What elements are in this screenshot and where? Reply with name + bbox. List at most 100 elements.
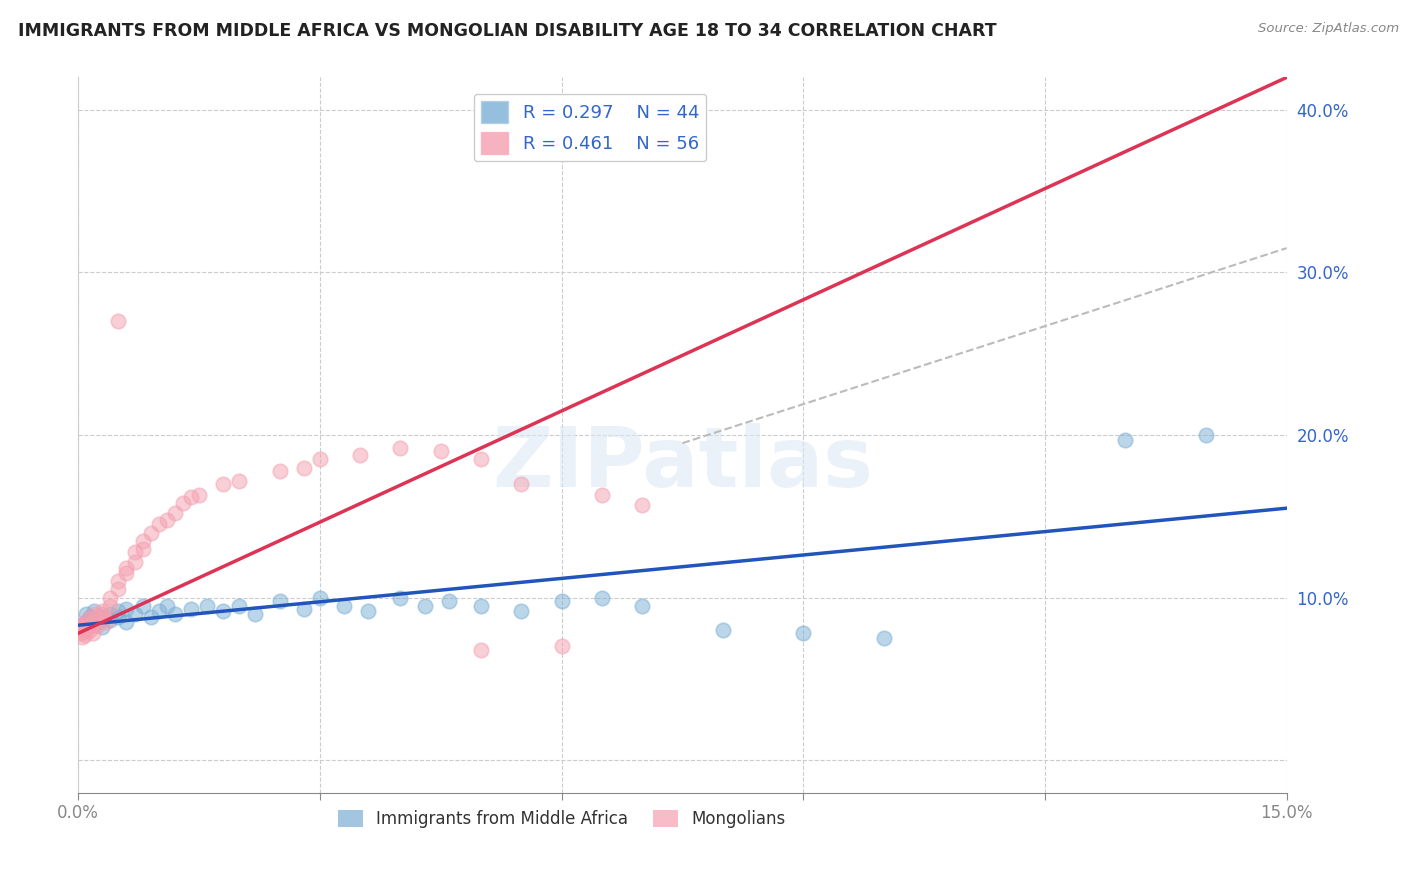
Point bbox=[470, 599, 492, 613]
Point bbox=[82, 626, 104, 640]
Point bbox=[195, 599, 218, 613]
Point bbox=[91, 604, 114, 618]
Point bbox=[180, 490, 202, 504]
Point bbox=[93, 610, 115, 624]
Point bbox=[83, 615, 105, 629]
Point bbox=[389, 591, 412, 605]
Point bbox=[148, 517, 170, 532]
Point bbox=[69, 623, 91, 637]
Point bbox=[156, 599, 179, 613]
Point bbox=[115, 602, 138, 616]
Point bbox=[292, 602, 315, 616]
Point bbox=[98, 599, 121, 613]
Point bbox=[77, 620, 100, 634]
Point bbox=[550, 594, 572, 608]
Point bbox=[269, 594, 291, 608]
Point bbox=[67, 618, 90, 632]
Text: IMMIGRANTS FROM MIDDLE AFRICA VS MONGOLIAN DISABILITY AGE 18 TO 34 CORRELATION C: IMMIGRANTS FROM MIDDLE AFRICA VS MONGOLI… bbox=[18, 22, 997, 40]
Point bbox=[510, 476, 533, 491]
Point bbox=[470, 642, 492, 657]
Point bbox=[333, 599, 356, 613]
Point bbox=[510, 604, 533, 618]
Point bbox=[79, 610, 101, 624]
Point bbox=[357, 604, 380, 618]
Point bbox=[711, 623, 734, 637]
Point bbox=[131, 599, 153, 613]
Point bbox=[96, 615, 118, 629]
Point bbox=[76, 612, 98, 626]
Point bbox=[83, 607, 105, 621]
Point bbox=[70, 626, 93, 640]
Point bbox=[139, 525, 162, 540]
Point bbox=[873, 632, 896, 646]
Point bbox=[98, 607, 121, 621]
Point bbox=[91, 620, 114, 634]
Point bbox=[75, 623, 97, 637]
Point bbox=[228, 474, 250, 488]
Point bbox=[115, 566, 138, 581]
Point bbox=[163, 607, 186, 621]
Point bbox=[131, 541, 153, 556]
Point bbox=[413, 599, 436, 613]
Point bbox=[107, 582, 129, 597]
Point bbox=[115, 615, 138, 629]
Point bbox=[631, 599, 654, 613]
Point bbox=[470, 452, 492, 467]
Point bbox=[75, 607, 97, 621]
Point bbox=[91, 607, 114, 621]
Point bbox=[79, 623, 101, 637]
Point bbox=[172, 496, 194, 510]
Legend: Immigrants from Middle Africa, Mongolians: Immigrants from Middle Africa, Mongolian… bbox=[330, 803, 792, 834]
Point bbox=[75, 615, 97, 629]
Point bbox=[1195, 428, 1218, 442]
Point bbox=[80, 618, 103, 632]
Point bbox=[87, 618, 110, 632]
Point bbox=[107, 604, 129, 618]
Point bbox=[124, 555, 146, 569]
Point bbox=[115, 561, 138, 575]
Point bbox=[98, 613, 121, 627]
Point bbox=[98, 591, 121, 605]
Point bbox=[84, 610, 107, 624]
Point bbox=[124, 545, 146, 559]
Text: Source: ZipAtlas.com: Source: ZipAtlas.com bbox=[1258, 22, 1399, 36]
Point bbox=[389, 441, 412, 455]
Point bbox=[228, 599, 250, 613]
Point bbox=[591, 591, 613, 605]
Point bbox=[188, 488, 211, 502]
Point bbox=[792, 626, 814, 640]
Point bbox=[75, 618, 97, 632]
Point bbox=[212, 476, 235, 491]
Point bbox=[269, 464, 291, 478]
Point bbox=[308, 591, 330, 605]
Point bbox=[70, 630, 93, 644]
Point bbox=[91, 610, 114, 624]
Point bbox=[292, 460, 315, 475]
Point bbox=[107, 610, 129, 624]
Point bbox=[73, 624, 96, 639]
Point bbox=[429, 444, 451, 458]
Point bbox=[1114, 433, 1136, 447]
Point bbox=[87, 615, 110, 629]
Point bbox=[180, 602, 202, 616]
Point bbox=[148, 604, 170, 618]
Point bbox=[83, 604, 105, 618]
Point bbox=[107, 574, 129, 589]
Point bbox=[75, 615, 97, 629]
Point bbox=[212, 604, 235, 618]
Point bbox=[73, 628, 96, 642]
Point bbox=[131, 533, 153, 548]
Point bbox=[83, 618, 105, 632]
Point bbox=[69, 620, 91, 634]
Point bbox=[72, 620, 94, 634]
Point bbox=[245, 607, 267, 621]
Point bbox=[70, 618, 93, 632]
Point bbox=[124, 607, 146, 621]
Point bbox=[631, 498, 654, 512]
Point bbox=[308, 452, 330, 467]
Point bbox=[591, 488, 613, 502]
Point bbox=[550, 640, 572, 654]
Point bbox=[107, 314, 129, 328]
Text: ZIPatlas: ZIPatlas bbox=[492, 423, 873, 504]
Point bbox=[156, 512, 179, 526]
